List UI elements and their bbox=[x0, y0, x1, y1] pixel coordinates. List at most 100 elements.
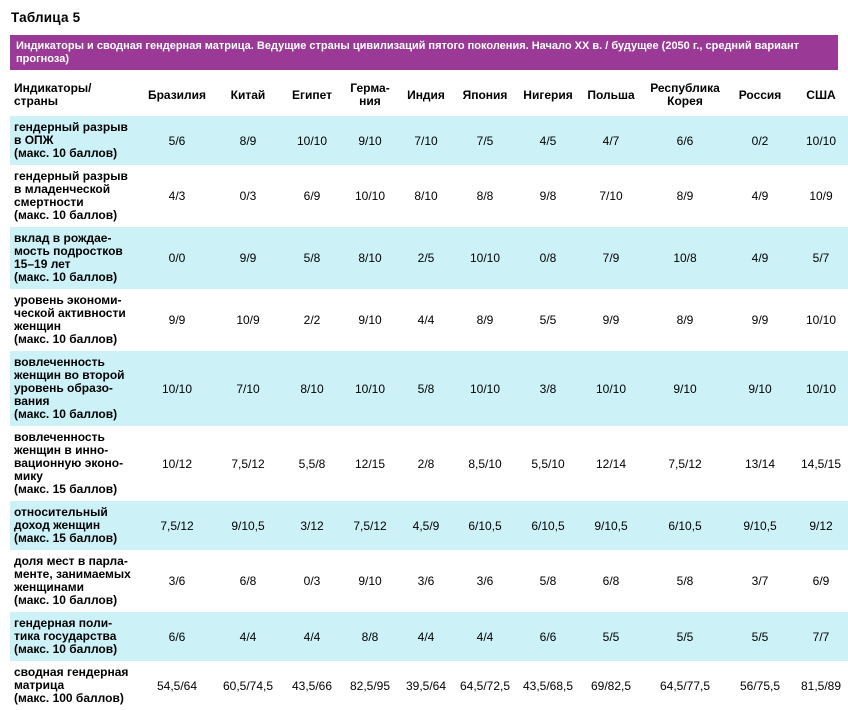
cell-value: 12/14 bbox=[595, 456, 627, 471]
cell-value: 5/5 bbox=[751, 629, 769, 644]
table-row: гендерный разрыв в младенческой смертнос… bbox=[10, 165, 848, 227]
cell-value: 10/9 bbox=[236, 313, 260, 327]
cell-value: 6/6 bbox=[676, 133, 694, 148]
cell-value: 8/10 bbox=[300, 381, 324, 396]
row-label: доля мест в парла- менте, занимаемых жен… bbox=[14, 554, 131, 607]
cell-value: 13/14 bbox=[744, 456, 776, 471]
cell-value: 3/6 bbox=[168, 574, 186, 588]
cell-value: 5/5 bbox=[676, 629, 694, 644]
cell-value: 8,5/10 bbox=[468, 456, 502, 471]
cell-value: 4/3 bbox=[168, 189, 186, 203]
column-header: Индия bbox=[407, 87, 445, 102]
row-label: уровень экономи- ческой активности женщи… bbox=[14, 293, 126, 346]
cell-value: 12/15 bbox=[354, 456, 386, 471]
cell-value: 7/7 bbox=[812, 629, 830, 644]
column-header: Польша bbox=[587, 87, 635, 102]
table-row: уровень экономи- ческой активности женщи… bbox=[10, 289, 848, 351]
cell-value: 7/9 bbox=[602, 251, 620, 265]
table-body: гендерный разрыв в ОПЖ (макс. 10 баллов)… bbox=[10, 116, 848, 710]
cell-value: 7/10 bbox=[414, 133, 438, 148]
cell-value: 10/10 bbox=[469, 381, 501, 396]
cell-value: 10/10 bbox=[354, 189, 386, 203]
cell-value: 5/8 bbox=[539, 574, 557, 588]
header-row: Индикаторы/ страны Бразилия Китай Египет Гер… bbox=[10, 76, 848, 116]
cell-value: 9/10,5 bbox=[743, 518, 777, 533]
cell-value: 3/8 bbox=[539, 381, 557, 396]
cell-value: 5/7 bbox=[812, 251, 830, 265]
cell-value: 8/9 bbox=[239, 133, 257, 148]
column-header: Бразилия bbox=[147, 87, 207, 102]
cell-value: 6/9 bbox=[303, 189, 321, 203]
cell-value: 9/9 bbox=[751, 313, 769, 327]
cell-value: 5/8 bbox=[303, 251, 321, 265]
table-row: гендерный разрыв в ОПЖ (макс. 10 баллов)… bbox=[10, 116, 848, 165]
cell-value: 5/6 bbox=[168, 133, 186, 148]
cell-value: 4/9 bbox=[751, 251, 769, 265]
cell-value: 5/5 bbox=[602, 629, 620, 644]
cell-value: 4/5 bbox=[539, 133, 557, 148]
cell-value: 9/9 bbox=[239, 251, 257, 265]
cell-value: 9/12 bbox=[809, 518, 833, 533]
cell-value: 9/10 bbox=[358, 133, 382, 148]
cell-value: 9/10 bbox=[358, 313, 382, 327]
cell-value: 4/4 bbox=[417, 629, 435, 644]
cell-value: 0/2 bbox=[751, 133, 769, 148]
cell-value: 0/3 bbox=[303, 574, 321, 588]
column-header: Республика Корея bbox=[650, 81, 720, 108]
cell-value: 8/9 bbox=[676, 313, 694, 327]
cell-value: 8/10 bbox=[358, 251, 382, 265]
cell-value: 4,5/9 bbox=[412, 518, 440, 533]
column-header: Египет bbox=[291, 87, 333, 102]
cell-value: 10/10 bbox=[805, 133, 837, 148]
cell-value: 7/5 bbox=[476, 133, 494, 148]
table-row: гендерная поли- тика государства (макс. … bbox=[10, 612, 848, 661]
cell-value: 4/4 bbox=[239, 629, 257, 644]
cell-value: 8/10 bbox=[414, 189, 438, 203]
cell-value: 5/8 bbox=[417, 381, 435, 396]
cell-value: 8/9 bbox=[476, 313, 494, 327]
cell-value: 4/4 bbox=[417, 313, 435, 327]
column-header: Россия bbox=[738, 87, 782, 102]
column-header: Нигерия bbox=[523, 87, 573, 102]
cell-value: 6/9 bbox=[812, 574, 830, 588]
cell-value: 7,5/12 bbox=[160, 518, 194, 533]
cell-value: 2/5 bbox=[417, 251, 435, 265]
column-header: США bbox=[806, 87, 836, 102]
column-header: Япония bbox=[462, 87, 508, 102]
row-label: гендерный разрыв в ОПЖ (макс. 10 баллов) bbox=[14, 120, 128, 160]
cell-value: 4/4 bbox=[303, 629, 321, 644]
cell-value: 10/10 bbox=[805, 313, 837, 327]
cell-value: 6/10,5 bbox=[468, 518, 502, 533]
cell-value: 0/0 bbox=[168, 251, 186, 265]
cell-value: 10/10 bbox=[595, 381, 627, 396]
cell-value: 7/10 bbox=[599, 189, 623, 203]
cell-value: 9/10 bbox=[673, 381, 697, 396]
row-label: вовлеченность женщин во второй уровень о… bbox=[14, 355, 125, 421]
table-row: относительный доход женщин (макс. 15 бал… bbox=[10, 501, 848, 550]
cell-value: 6/6 bbox=[539, 629, 557, 644]
cell-value: 3/6 bbox=[476, 574, 494, 588]
cell-value: 6/10,5 bbox=[531, 518, 565, 533]
row-label: гендерный разрыв в младенческой смертнос… bbox=[14, 169, 128, 222]
cell-value: 0/8 bbox=[539, 251, 557, 265]
cell-value: 5,5/8 bbox=[298, 456, 326, 471]
column-header-indicators: Индикаторы/ страны bbox=[14, 81, 92, 108]
cell-value: 8/8 bbox=[476, 189, 494, 203]
cell-value: 9/8 bbox=[539, 189, 557, 203]
cell-value: 3/6 bbox=[417, 574, 435, 588]
cell-value: 6/8 bbox=[602, 574, 620, 588]
cell-value: 10/9 bbox=[809, 189, 833, 203]
cell-value: 9/10,5 bbox=[594, 518, 628, 533]
cell-value: 9/10 bbox=[358, 574, 382, 588]
cell-value: 9/9 bbox=[168, 313, 186, 327]
cell-value: 10/12 bbox=[161, 456, 193, 471]
gender-matrix-table: Индикаторы/ страны Бразилия Китай Египет Гер… bbox=[10, 76, 848, 710]
cell-value: 7,5/12 bbox=[668, 456, 702, 471]
cell-value: 7,5/12 bbox=[231, 456, 265, 471]
cell-value: 8/8 bbox=[361, 629, 379, 644]
table-row: вовлеченность женщин в инно- вационную э… bbox=[10, 426, 848, 501]
cell-value: 7,5/12 bbox=[353, 518, 387, 533]
cell-value: 2/2 bbox=[303, 313, 321, 327]
cell-value: 6/8 bbox=[239, 574, 257, 588]
